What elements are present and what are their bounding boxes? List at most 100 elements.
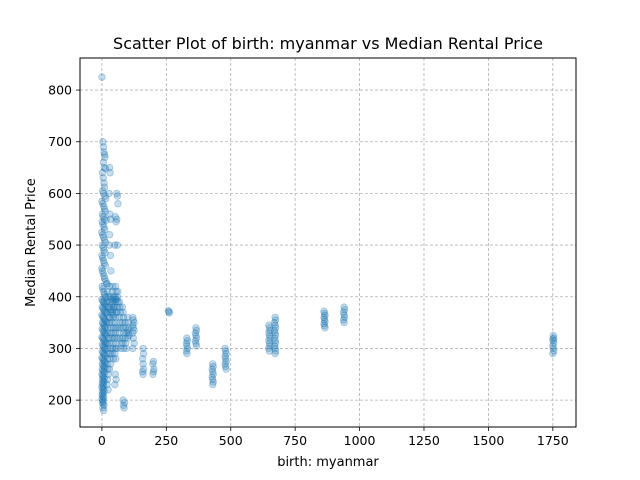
scatter-point <box>265 344 273 353</box>
scatter-point <box>112 218 120 226</box>
scatter-point <box>222 349 230 358</box>
scatter-point <box>100 378 108 386</box>
scatter-point <box>340 303 348 311</box>
scatter-point <box>98 396 107 404</box>
scatter-point <box>115 329 124 337</box>
scatter-point <box>549 342 557 350</box>
scatter-point <box>266 342 274 350</box>
scatter-point <box>129 334 137 342</box>
scatter-point <box>103 287 112 296</box>
scatter-point <box>100 215 108 223</box>
scatter-point <box>104 303 112 311</box>
scatter-point <box>124 318 132 327</box>
scatter-point <box>99 380 107 389</box>
scatter-point <box>108 313 117 322</box>
scatter-point <box>102 309 110 317</box>
scatter-point <box>129 313 137 322</box>
scatter-point <box>111 370 119 378</box>
scatter-point <box>99 390 107 398</box>
scatter-point <box>109 293 117 301</box>
scatter-point <box>549 331 557 340</box>
scatter-point <box>99 212 107 221</box>
scatter-point <box>208 368 217 376</box>
scatter-point <box>339 308 348 316</box>
scatter-point <box>119 339 127 347</box>
scatter-point <box>340 306 349 314</box>
scatter-point <box>99 356 108 364</box>
scatter-point <box>150 365 158 373</box>
scatter-point <box>98 254 107 262</box>
scatter-point <box>105 230 114 239</box>
scatter-point <box>130 318 138 327</box>
scatter-point <box>101 324 110 332</box>
scatter-point <box>107 329 115 337</box>
scatter-point <box>111 293 119 301</box>
scatter-point <box>270 326 279 335</box>
scatter-point <box>99 406 108 415</box>
scatter-point <box>139 360 147 368</box>
scatter-point <box>121 318 129 327</box>
scatter-point <box>108 349 116 358</box>
scatter-point <box>130 326 138 335</box>
scatter-point <box>98 333 106 341</box>
scatter-point <box>100 259 108 267</box>
scatter-point <box>118 334 127 342</box>
scatter-point <box>139 370 147 378</box>
scatter-point <box>108 344 117 353</box>
scatter-point <box>99 287 108 296</box>
scatter-point <box>101 164 110 173</box>
scatter-point <box>103 280 111 288</box>
scatter-point <box>191 337 200 345</box>
scatter-point <box>99 377 107 385</box>
scatter-point <box>208 360 217 368</box>
scatter-point <box>98 388 107 397</box>
scatter-point <box>112 287 120 296</box>
scatter-point <box>100 179 108 187</box>
scatter-point <box>124 329 133 337</box>
scatter-point <box>105 318 114 327</box>
scatter-point <box>265 337 273 345</box>
scatter-point <box>99 392 107 401</box>
scatter-point <box>100 290 109 298</box>
y-tick-label: 600 <box>48 186 72 201</box>
scatter-point <box>111 241 119 249</box>
scatter-point <box>149 360 157 368</box>
scatter-point <box>120 329 128 337</box>
scatter-point <box>115 313 124 322</box>
scatter-point <box>104 313 113 322</box>
scatter-point <box>98 360 107 368</box>
scatter-point <box>106 251 115 260</box>
scatter-point <box>265 339 274 347</box>
scatter-point <box>98 295 106 303</box>
scatter-point <box>99 342 107 350</box>
scatter-point <box>103 318 111 327</box>
scatter-point <box>102 317 110 326</box>
scatter-point <box>99 335 108 343</box>
plot-frame <box>79 57 577 428</box>
scatter-point <box>265 329 273 337</box>
scatter-point <box>111 298 119 306</box>
scatter-point <box>149 370 157 378</box>
x-tick-label: 250 <box>154 433 178 448</box>
scatter-point <box>119 313 128 322</box>
scatter-point <box>99 404 107 412</box>
scatter-point <box>104 293 112 301</box>
scatter-point <box>100 387 108 395</box>
scatter-point <box>100 183 109 191</box>
scatter-point <box>106 360 115 368</box>
scatter-point <box>98 354 106 362</box>
scatter-point <box>111 334 119 342</box>
scatter-point <box>103 298 111 306</box>
scatter-point <box>99 233 108 241</box>
scatter-point <box>139 349 148 358</box>
scatter-point <box>104 334 112 342</box>
scatter-point <box>98 372 107 380</box>
scatter-point <box>183 337 192 345</box>
scatter-point <box>321 311 329 320</box>
scatter-point <box>340 313 349 322</box>
scatter-point <box>105 241 114 249</box>
scatter-point <box>119 396 127 404</box>
scatter-point <box>271 349 279 358</box>
scatter-point <box>101 352 109 360</box>
